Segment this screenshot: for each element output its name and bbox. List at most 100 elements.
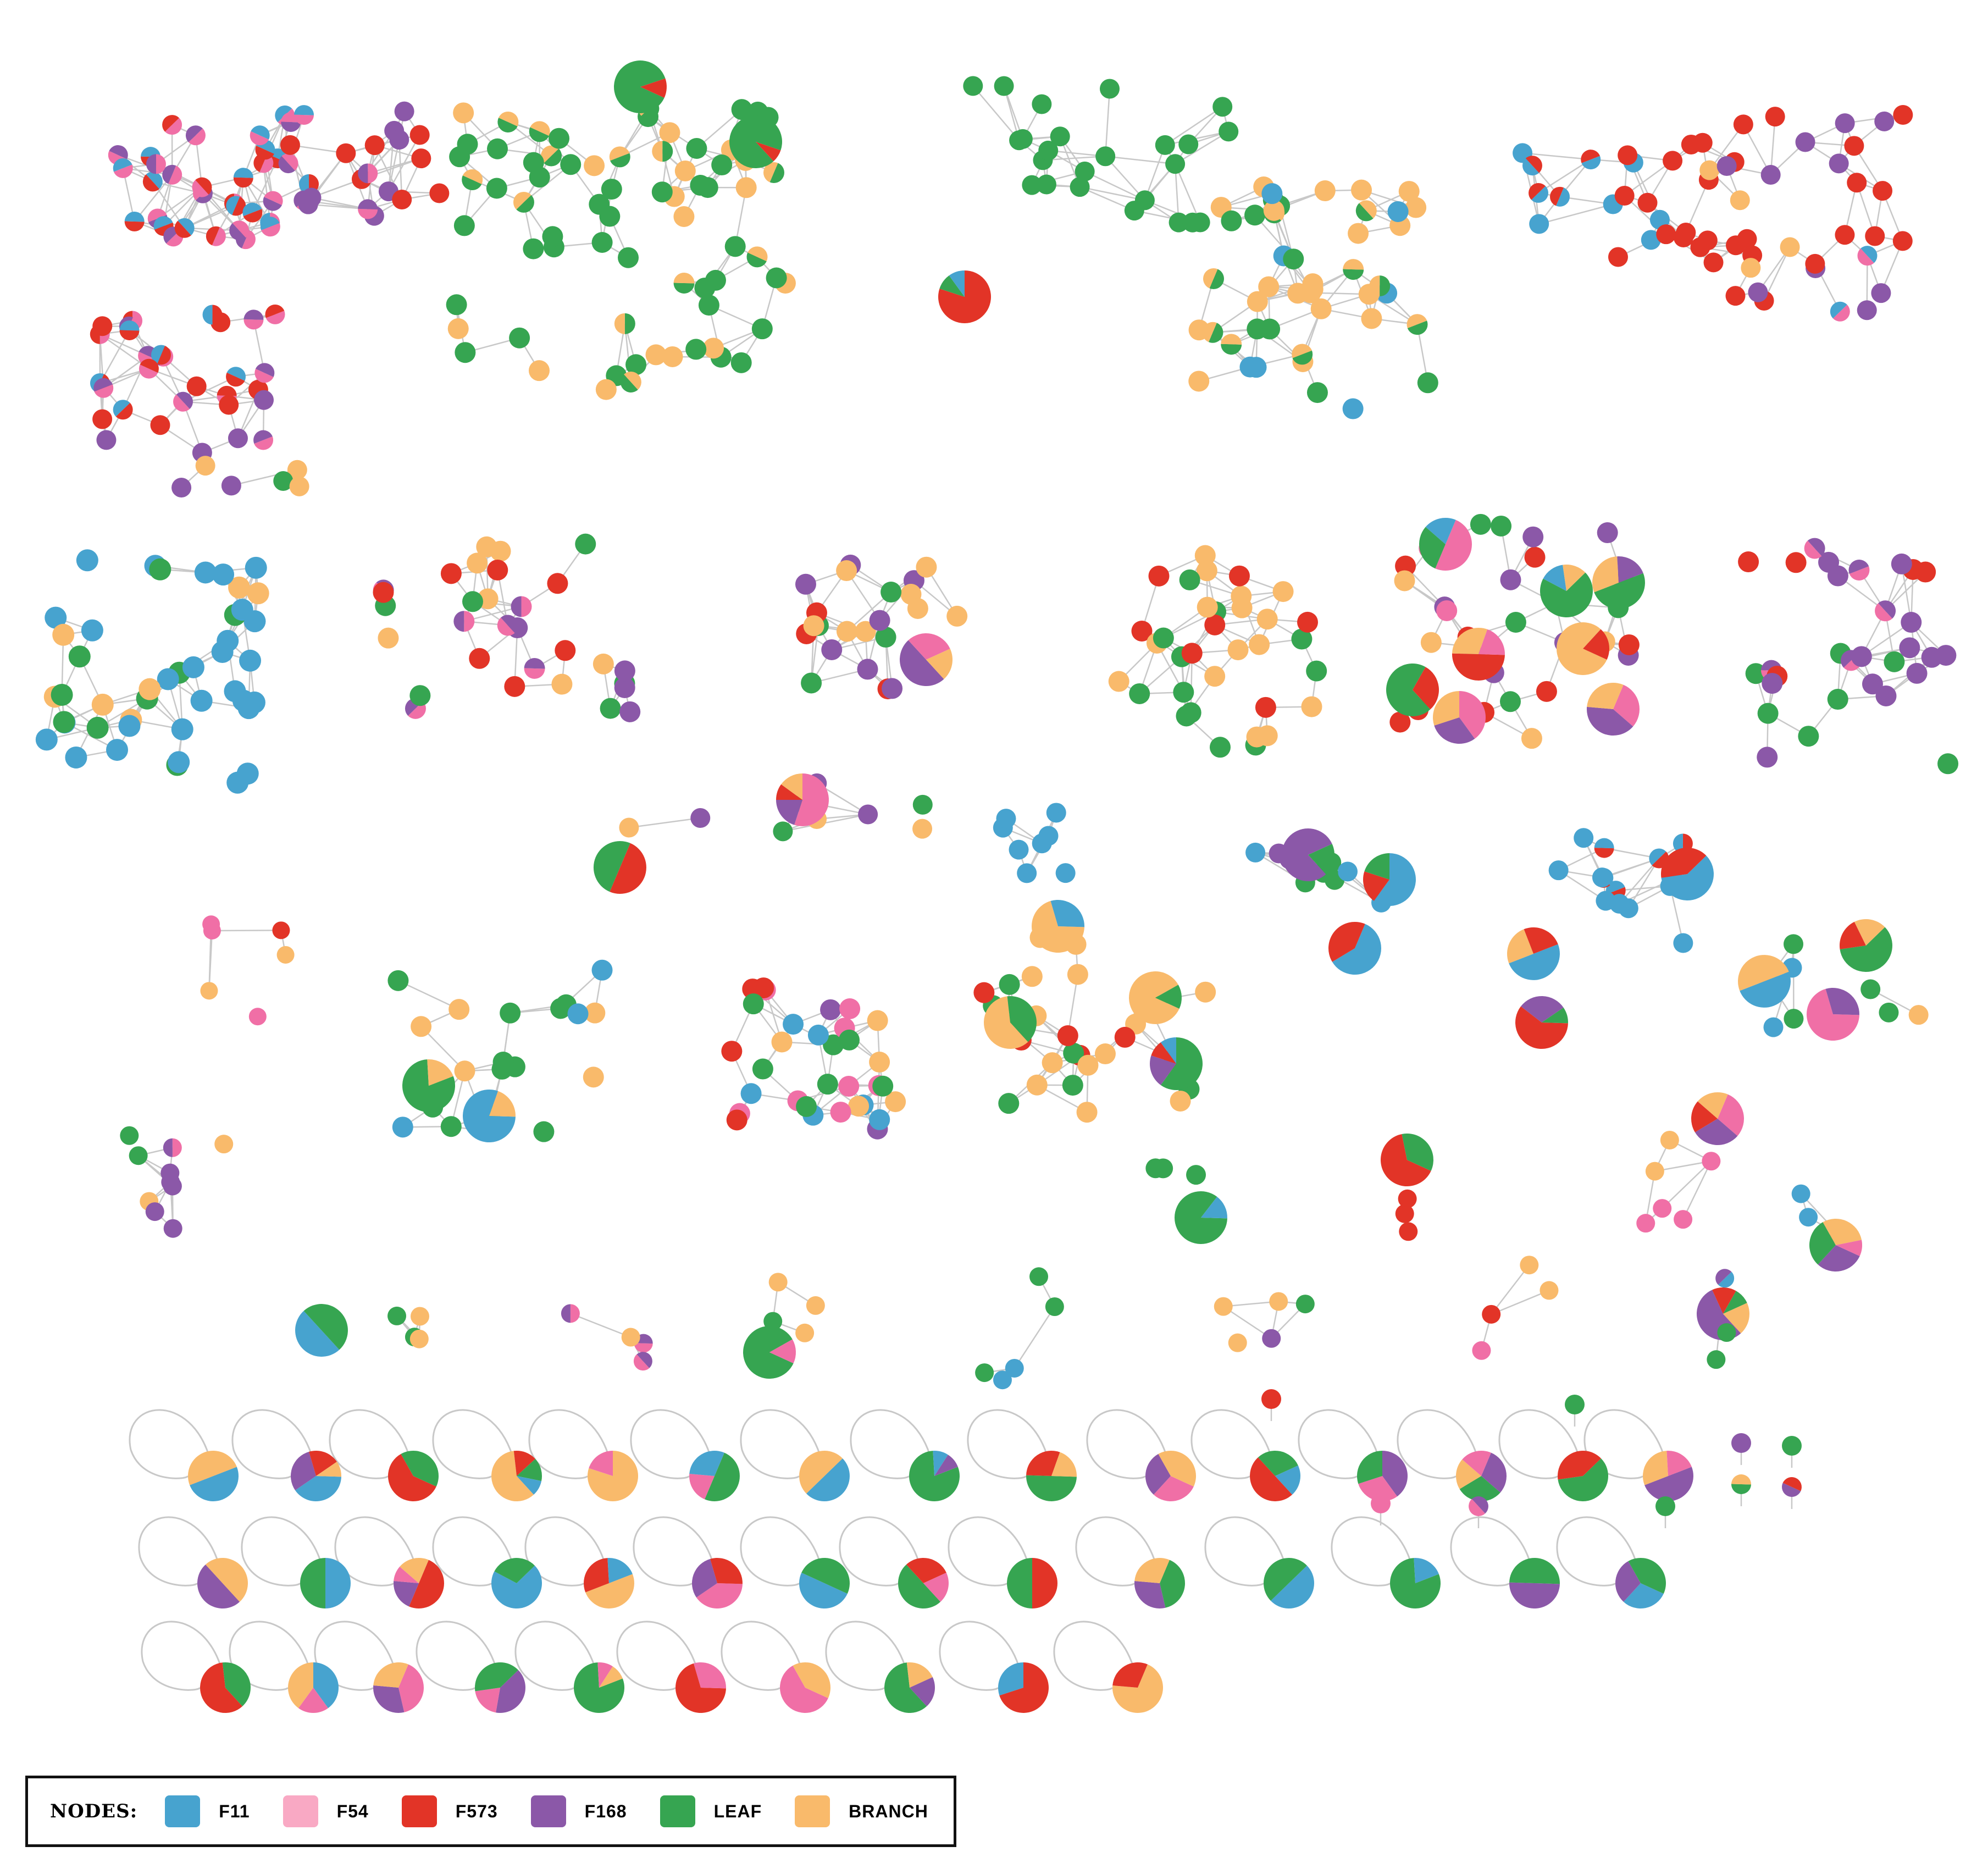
node-340	[524, 657, 545, 679]
node-432	[1536, 681, 1557, 702]
node-slice	[455, 342, 476, 363]
node-353	[614, 677, 635, 699]
node-slice	[1592, 556, 1619, 593]
node-slice	[65, 746, 87, 769]
node-slice	[301, 187, 322, 208]
node-slice	[1717, 1323, 1736, 1342]
node-24	[260, 217, 280, 237]
edge	[1165, 131, 1229, 146]
edge	[1084, 170, 1145, 201]
node-297	[76, 549, 98, 572]
node-slice	[685, 339, 707, 360]
legend-label-f168: F168	[584, 1801, 627, 1821]
node-slice	[769, 163, 784, 183]
node-slice	[698, 295, 719, 316]
node-378	[857, 659, 878, 680]
node-141	[591, 232, 613, 253]
node-694	[1228, 1333, 1247, 1352]
node-slice	[165, 118, 182, 135]
legend-label-f11: F11	[219, 1801, 250, 1821]
node-slice	[325, 1558, 351, 1608]
node-628	[1128, 971, 1182, 1025]
node-400	[1228, 565, 1250, 587]
node-slice	[1807, 988, 1859, 1041]
node-slice	[595, 379, 617, 400]
node-102	[509, 327, 530, 349]
node-422	[1500, 569, 1521, 590]
node-slice	[1825, 988, 1859, 1015]
node-143	[609, 146, 630, 168]
node-slice	[1394, 570, 1415, 592]
node-132	[703, 338, 724, 359]
node-282	[1871, 283, 1891, 303]
node-slice	[875, 627, 896, 648]
node-slice	[1256, 725, 1278, 747]
node-264	[1805, 253, 1825, 274]
node-slice	[260, 217, 280, 230]
node-slice	[1694, 1119, 1738, 1145]
node-674	[409, 1329, 429, 1348]
node-651	[161, 1173, 180, 1192]
node-728	[300, 1558, 351, 1608]
node-73	[265, 304, 285, 324]
node-263	[1725, 286, 1746, 306]
legend-swatch-f54	[283, 1795, 318, 1827]
node-slice	[614, 313, 625, 334]
node-slice	[178, 218, 195, 236]
node-slice	[202, 305, 213, 325]
node-slice	[1239, 356, 1261, 378]
node-85	[171, 477, 192, 497]
node-335	[592, 653, 614, 675]
node-365	[855, 621, 876, 642]
node-slice	[1209, 269, 1224, 289]
node-74	[243, 309, 264, 330]
node-552	[567, 1003, 589, 1025]
node-231	[1369, 275, 1391, 297]
node-slice	[1879, 1002, 1899, 1022]
node-slice	[1291, 628, 1313, 650]
node-slice	[624, 371, 641, 390]
node-slice	[1214, 1297, 1233, 1316]
edge	[1522, 152, 1591, 161]
node-slice	[726, 1109, 747, 1131]
node-slice	[746, 252, 767, 268]
node-slice	[1209, 737, 1231, 758]
node-238	[1529, 214, 1549, 234]
node-slice	[743, 993, 764, 1015]
node-612	[1076, 1102, 1098, 1123]
node-slice	[190, 689, 213, 712]
node-498	[593, 841, 646, 894]
node-slice	[551, 673, 573, 695]
node-605	[1057, 1025, 1078, 1047]
node-485	[1827, 565, 1848, 587]
node-slice	[1524, 927, 1558, 954]
node-slice	[912, 794, 933, 815]
node-slice	[1026, 1451, 1060, 1476]
node-613	[1114, 1026, 1136, 1048]
node-slice	[52, 623, 75, 646]
node-463	[1899, 637, 1920, 659]
node-slice	[1295, 1295, 1315, 1314]
node-602	[1062, 1075, 1083, 1096]
node-slice	[200, 1662, 243, 1713]
node-slice	[409, 685, 431, 706]
node-157	[674, 160, 696, 181]
node-423	[1420, 632, 1442, 653]
node-126	[652, 141, 673, 162]
node-slice	[1228, 565, 1250, 587]
node-583	[869, 1109, 890, 1130]
node-27	[142, 172, 163, 192]
node-slice	[703, 338, 724, 359]
node-slice	[1581, 156, 1601, 170]
node-slice	[1359, 200, 1377, 219]
node-545	[583, 1066, 604, 1088]
node-slice	[1297, 611, 1319, 633]
node-691	[1214, 1297, 1233, 1316]
node-slice	[1823, 1219, 1862, 1245]
node-741	[200, 1662, 251, 1713]
node-slice	[1860, 246, 1878, 263]
node-slice	[998, 1662, 1023, 1696]
node-415	[1256, 725, 1278, 747]
node-287	[1780, 237, 1800, 257]
edge	[1223, 1306, 1272, 1339]
